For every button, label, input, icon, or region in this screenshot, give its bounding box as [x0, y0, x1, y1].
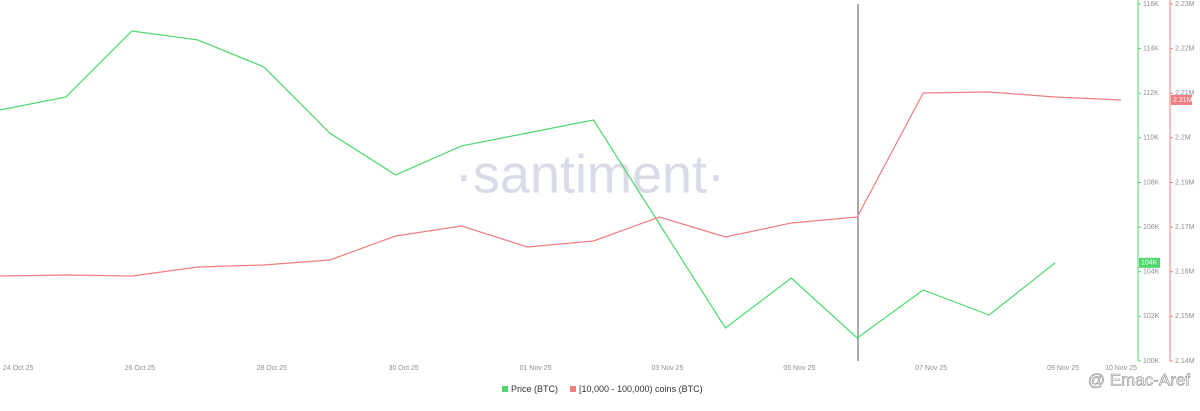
y-tick-label: 112K: [1143, 90, 1159, 97]
watermark: ·santiment·: [455, 144, 725, 204]
series-line: [0, 91, 1122, 277]
y2-tick-label: 2.16M: [1175, 269, 1195, 276]
credit: @ Emac-Aref: [1088, 370, 1191, 389]
x-tick-label: 09 Nov 25: [1047, 365, 1079, 372]
y2-tick-label: 2.19M: [1175, 179, 1195, 186]
x-tick-label: 24 Oct 25: [3, 365, 33, 372]
legend-label: Price (BTC): [511, 384, 558, 394]
y2-tick-label: 2.21M: [1175, 90, 1195, 97]
y-tick-label: 100K: [1143, 358, 1160, 365]
legend-label: [10,000 - 100,000) coins (BTC): [579, 384, 703, 394]
x-tick-label: 01 Nov 25: [520, 365, 552, 372]
legend-swatch: [570, 386, 576, 392]
y-tick-label: 110K: [1143, 135, 1159, 142]
y-tick-label: 108K: [1143, 179, 1160, 186]
x-tick-label: 03 Nov 25: [651, 365, 683, 372]
x-tick-label: 10 Nov 25: [1105, 365, 1137, 372]
y-tick-label: 106K: [1143, 224, 1160, 231]
y2-tick-label: 2.2M: [1175, 135, 1191, 142]
current-value-tag: [1139, 257, 1160, 268]
legend-swatch: [502, 386, 508, 392]
x-tick-label: 28 Oct 25: [257, 365, 287, 372]
x-tick-label: 05 Nov 25: [783, 365, 815, 372]
x-tick-label: 26 Oct 25: [125, 365, 155, 372]
y2-tick-label: 2.17M: [1175, 224, 1195, 231]
y-tick-label: 102K: [1143, 313, 1160, 320]
y-tick-label: 104K: [1143, 269, 1160, 276]
y-tick-label: 116K: [1143, 1, 1159, 8]
y2-tick-label: 2.15M: [1175, 313, 1195, 320]
y-tick-label: 114K: [1143, 45, 1159, 52]
x-tick-label: 30 Oct 25: [388, 365, 418, 372]
x-tick-label: 07 Nov 25: [915, 365, 947, 372]
series-line: [0, 30, 1056, 339]
current-value-label: 2.21M: [1173, 97, 1193, 104]
y2-tick-label: 2.23M: [1175, 1, 1195, 8]
current-value-tag: [1171, 94, 1192, 105]
y2-tick-label: 2.22M: [1175, 45, 1195, 52]
y2-tick-label: 2.14M: [1175, 358, 1195, 365]
current-value-label: 104K: [1141, 260, 1158, 267]
